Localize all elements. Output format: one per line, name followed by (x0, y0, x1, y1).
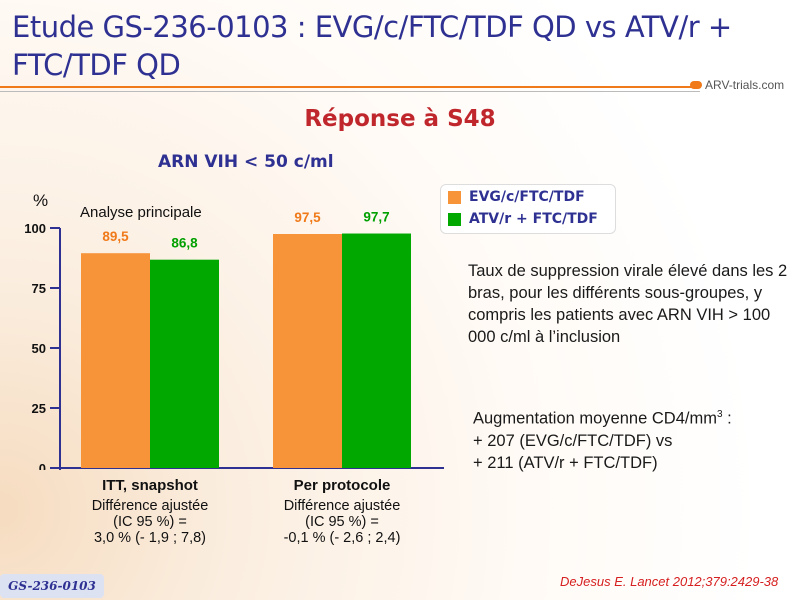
note-line: Différence ajustée (283, 498, 401, 514)
bar-evg (273, 234, 342, 468)
cd4-line: Augmentation moyenne CD4/mm (473, 409, 717, 428)
cd4-colon: : (722, 409, 732, 428)
data-label: 86,8 (171, 236, 198, 251)
legend: EVG/c/FTC/TDF ATV/r + FTC/TDF (440, 184, 616, 234)
citation: DeJesus E. Lancet 2012;379:2429-38 (560, 574, 779, 589)
y-tick-label: 0 (39, 461, 46, 470)
study-badge: GS-236-0103 (0, 574, 104, 598)
note-cd4: Augmentation moyenne CD4/mm3 : + 207 (EV… (473, 404, 793, 474)
legend-label: ATV/r + FTC/TDF (469, 211, 598, 227)
y-axis-label: % (33, 191, 48, 210)
data-label: 97,5 (294, 210, 321, 225)
data-label: 97,7 (363, 210, 389, 225)
category-label: Per protocole (293, 477, 391, 494)
pill-icon (690, 81, 702, 89)
y-tick-label: 100 (24, 221, 46, 236)
note-line: (IC 95 %) = (113, 514, 187, 530)
legend-swatch (448, 212, 461, 226)
note-suppression: Taux de suppression virale élevé dans le… (468, 262, 788, 346)
subtitle: Réponse à S48 (304, 106, 496, 132)
note-line: -0,1 % (- 2,6 ; 2,4) (283, 530, 401, 546)
title-rule-grey (0, 91, 700, 92)
cd4-sup: 3 (716, 409, 723, 420)
cd4-line: + 207 (EVG/c/FTC/TDF) vs (473, 431, 673, 450)
legend-swatch (448, 190, 461, 204)
category-ITT: ITT, snapshot Différence ajustée (IC 95 … (50, 477, 250, 547)
legend-item: ATV/r + FTC/TDF (448, 209, 615, 229)
note-line: Différence ajustée (91, 498, 209, 514)
category-PP: Per protocole Différence ajustée (IC 95 … (242, 477, 442, 547)
y-tick-label: 50 (32, 341, 46, 356)
slide-title: Etude GS-236-0103 : EVG/c/FTC/TDF QD vs … (12, 10, 732, 82)
y-tick-label: 75 (32, 281, 46, 296)
bar-evg (81, 253, 150, 468)
cd4-line: + 211 (ATV/r + FTC/TDF) (473, 453, 658, 472)
category-label: ITT, snapshot (102, 477, 198, 494)
bar-atv (342, 233, 411, 468)
title-rule (0, 86, 700, 88)
data-label: 89,5 (102, 229, 129, 244)
note-line: (IC 95 %) = (305, 514, 379, 530)
bar-atv (150, 259, 219, 468)
logo-text: ARV-trials.com (705, 78, 785, 92)
legend-item: EVG/c/FTC/TDF (448, 187, 615, 207)
chart-heading: ARN VIH < 50 c/ml (158, 152, 334, 172)
y-tick-label: 25 (32, 401, 46, 416)
chart-annotation: Analyse principale (80, 204, 202, 221)
note-line: 3,0 % (- 1,9 ; 7,8) (93, 530, 207, 546)
bar-chart: 0 25 50 75 100% Analyse principale 89,5 86,8 97,… (24, 191, 444, 470)
legend-label: EVG/c/FTC/TDF (469, 189, 585, 205)
logo: ARV-trials.com (690, 78, 784, 92)
